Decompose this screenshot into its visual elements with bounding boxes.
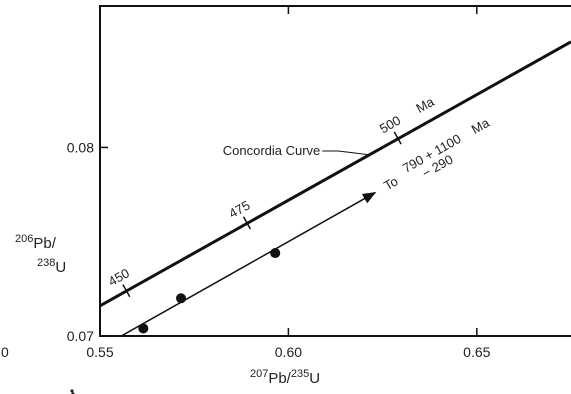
x-tick-label-0: 0.55 [86, 344, 113, 360]
age-tick-0 [122, 284, 131, 298]
y-tick-label-1: 0.08 [67, 139, 94, 155]
x-tick-label-2: 0.65 [463, 344, 490, 360]
x-tick-label-1: 0.60 [275, 344, 302, 360]
discordia-line [119, 192, 377, 336]
age-tick-1 [242, 216, 252, 230]
age-label-475: 475 [226, 197, 252, 221]
y-axis-title-top: 206Pb/ [15, 233, 57, 252]
data-point-0 [138, 323, 149, 334]
age-tick-2 [393, 131, 402, 145]
y-axis-mass-number-2: 238 [37, 257, 55, 269]
age-label-500: 500 [377, 113, 403, 137]
age-unit-label: Ma [413, 94, 437, 116]
y-axis-title-bottom: 238U [37, 257, 66, 276]
plot-frame [99, 5, 571, 337]
data-point-2 [270, 248, 281, 259]
y-axis-mass-number: 206 [15, 233, 33, 245]
discordia-unit: Ma [469, 115, 493, 137]
x-axis-element: Pb/ [268, 370, 291, 387]
scan-marks [70, 389, 75, 394]
data-points [138, 248, 281, 334]
y-axis-element-2: U [55, 259, 66, 276]
edge-label: 0 [1, 344, 9, 360]
concordia-age-ticks [122, 131, 402, 298]
data-point-1 [176, 293, 187, 304]
x-axis-element-2: U [309, 370, 320, 387]
x-axis-title: 207Pb/235U [250, 368, 320, 387]
axis-ticks: 0.55 0.60 0.65 0.07 0.08 [67, 6, 491, 360]
x-axis-mass-number-2: 235 [291, 368, 309, 380]
concordia-curve-label: Concordia Curve [223, 143, 321, 158]
concordia-curve [100, 40, 571, 308]
concordia-label-leader [322, 150, 372, 156]
discordia-label-prefix: To [381, 173, 400, 193]
y-tick-label-0: 0.07 [67, 328, 94, 344]
y-axis-element: Pb/ [33, 235, 56, 252]
x-axis-mass-number: 207 [250, 368, 268, 380]
age-label-450: 450 [106, 265, 132, 289]
